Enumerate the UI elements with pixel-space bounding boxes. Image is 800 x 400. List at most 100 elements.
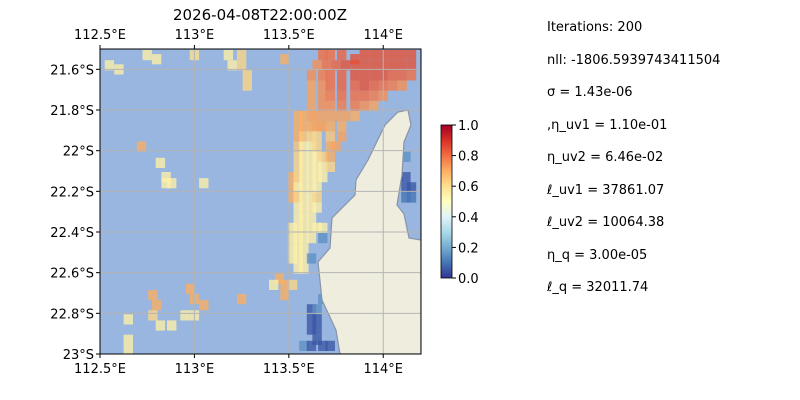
- heatmap-cell: [318, 151, 328, 162]
- heatmap-cell: [287, 182, 298, 193]
- heatmap-cell: [299, 111, 309, 122]
- heatmap-cell: [406, 60, 417, 71]
- heatmap-cell: [318, 90, 328, 101]
- map-area: [100, 49, 421, 354]
- heatmap-cell: [331, 141, 341, 152]
- heatmap-cell: [350, 100, 360, 112]
- map-frame: [99, 48, 422, 355]
- heatmap-cell: [406, 50, 417, 61]
- heatmap-cell: [325, 121, 335, 132]
- heatmap-cell: [299, 121, 309, 132]
- heatmap-cell: [306, 161, 317, 172]
- heatmap-cell: [359, 50, 369, 61]
- heatmap-cell: [242, 80, 252, 91]
- heatmap-cell: [350, 80, 360, 91]
- heatmap-cell: [299, 233, 309, 244]
- heatmap-cell: [151, 54, 162, 65]
- heatmap-cell: [299, 141, 309, 152]
- heatmap-cell: [340, 60, 351, 71]
- heatmap-cell: [148, 290, 158, 301]
- heatmap-cell: [325, 161, 335, 172]
- heatmap-cell: [223, 50, 234, 61]
- heatmap-cell: [312, 182, 322, 193]
- heatmap-cell: [236, 60, 247, 71]
- stats-panel: Iterations: 200 nll: -1806.5939743411504 σ…: [547, 18, 720, 311]
- y-ticks: 21.6°S 21.8°S 22°S 22.2°S 22.4°S 22.6°S 22.8°S…: [50, 63, 100, 363]
- heatmap-cell: [155, 157, 166, 168]
- heatmap-cell: [397, 80, 407, 91]
- heatmap-cell: [401, 151, 411, 162]
- heatmap-cell: [312, 121, 322, 132]
- colorbar-tick-label: 0.8: [458, 150, 479, 165]
- heatmap-cell: [350, 60, 360, 71]
- heatmap-cell: [325, 50, 335, 61]
- heatmap-cell: [199, 300, 209, 311]
- heatmap-cell: [299, 253, 309, 264]
- heatmap-cell: [293, 253, 303, 264]
- heatmap-cell: [293, 151, 303, 162]
- heatmap-cell: [269, 279, 279, 290]
- heatmap-cell: [337, 121, 347, 132]
- heatmap-cell: [287, 172, 298, 183]
- heatmap-cell: [369, 80, 379, 91]
- heatmap-cell: [199, 178, 209, 189]
- heatmap-cell: [306, 131, 317, 142]
- heatmap-cell: [337, 50, 347, 61]
- chart-title: 2026-04-08T22:00:00Z: [173, 6, 347, 24]
- stat-line: ℓ_uv2 = 10064.38: [547, 215, 665, 230]
- heatmap-cell: [306, 253, 317, 264]
- heatmap-cell: [180, 310, 190, 321]
- heatmap-cell: [325, 100, 335, 112]
- heatmap-cell: [350, 70, 360, 81]
- heatmap-cell: [325, 131, 335, 142]
- x-tick-label-top: 114°E: [363, 28, 403, 43]
- heatmap-cell: [388, 50, 398, 61]
- heatmap-cell: [325, 141, 335, 152]
- heatmap-cell: [299, 182, 309, 193]
- y-tick-label: 22.2°S: [50, 185, 94, 200]
- y-tick-label: 22.6°S: [50, 267, 94, 282]
- heatmap-cell: [306, 304, 317, 315]
- heatmap-cell: [369, 100, 379, 112]
- stat-line: σ = 1.43e-06: [547, 85, 633, 100]
- colorbar-tick-label: 1.0: [458, 119, 479, 134]
- heatmap-cell: [293, 212, 303, 223]
- heatmap-cell: [306, 222, 317, 233]
- heatmap-cell: [293, 263, 303, 274]
- stat-line: ,η_uv1 = 1.10e-01: [547, 117, 668, 133]
- heatmap-cell: [306, 90, 317, 101]
- stat-line: ℓ_q = 32011.74: [547, 280, 649, 295]
- stat-line: nll: -1806.5939743411504: [547, 52, 721, 68]
- heatmap-cell: [287, 222, 298, 233]
- heatmap-cell: [293, 131, 303, 142]
- y-tick-label: 21.6°S: [50, 63, 94, 78]
- x-tick-label-bottom: 113°E: [175, 362, 215, 377]
- heatmap-cell: [306, 212, 317, 223]
- heatmap-cell: [359, 80, 369, 91]
- heatmap-cell: [397, 60, 407, 71]
- heatmap-cell: [359, 100, 369, 112]
- heatmap-cell: [318, 50, 328, 61]
- heatmap-cell: [318, 161, 328, 172]
- heatmap-cell: [167, 178, 177, 189]
- heatmap-cell: [161, 172, 171, 183]
- heatmap-cell: [299, 243, 309, 254]
- heatmap-cell: [397, 50, 407, 61]
- heatmap-cell: [167, 320, 177, 331]
- colorbar-tick-label: 0.4: [458, 211, 479, 226]
- heatmap-cell: [280, 54, 290, 65]
- heatmap-cell: [299, 222, 309, 233]
- heatmap-cell: [318, 100, 328, 112]
- heatmap-cell: [293, 141, 303, 152]
- heatmap-cell: [388, 60, 398, 71]
- heatmap-cell: [306, 121, 317, 132]
- heatmap-cell: [318, 70, 328, 81]
- heatmap-cell: [312, 131, 322, 142]
- heatmap-cell: [406, 70, 417, 81]
- y-tick-label: 22.8°S: [50, 307, 94, 322]
- heatmap-cell: [359, 90, 369, 101]
- heatmap-cell: [312, 60, 322, 71]
- x-tick-label-top: 113°E: [175, 28, 215, 43]
- heatmap-cell: [151, 300, 162, 311]
- colorbar-tick-label: 0.2: [458, 241, 479, 256]
